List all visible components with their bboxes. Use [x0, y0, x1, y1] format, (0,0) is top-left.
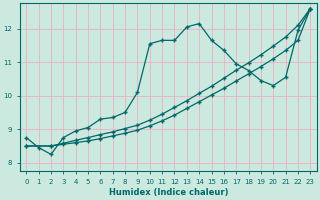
- X-axis label: Humidex (Indice chaleur): Humidex (Indice chaleur): [108, 188, 228, 197]
